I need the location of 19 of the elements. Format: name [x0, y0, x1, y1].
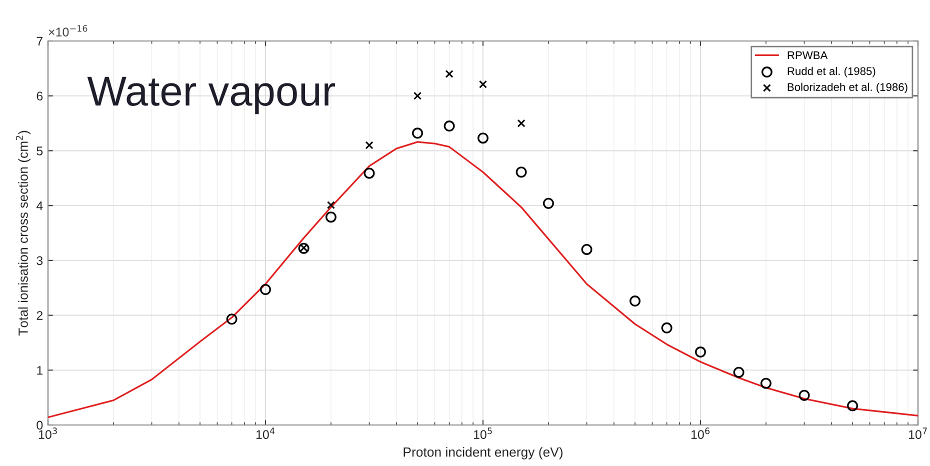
x-tick-label: 10$^{6}$: [691, 428, 710, 439]
x-tick-label: 10$^{7}$: [908, 428, 927, 439]
text: ×10$^{−16}$: [48, 25, 88, 37]
x-axis-title: Proton incident energy (eV): [404, 447, 562, 460]
y-tick-label: 0: [36, 420, 43, 430]
y-tick-label: 3: [36, 256, 43, 266]
y-tick-label: 6: [36, 92, 43, 101]
annotation: Water vapour: [87, 76, 335, 114]
y-tick-label: 7: [36, 36, 43, 46]
y-tick-label: 2: [36, 311, 43, 320]
legend-label: Bolorizadeh et al. (1986): [788, 82, 908, 94]
legend-label: RPWBA: [788, 51, 828, 60]
legend-label: Rudd et al. (1985): [788, 66, 876, 78]
y-tick-label: 5: [36, 146, 43, 156]
y-tick-label: 4: [36, 202, 43, 210]
x-tick-label: 10$^{4}$: [256, 428, 275, 439]
x-tick-label: 10$^{5}$: [474, 428, 492, 439]
y-axis-title: Total ionisation cross section (cm$^{2}$): [16, 130, 30, 336]
y-tick-label: 1: [37, 366, 43, 375]
